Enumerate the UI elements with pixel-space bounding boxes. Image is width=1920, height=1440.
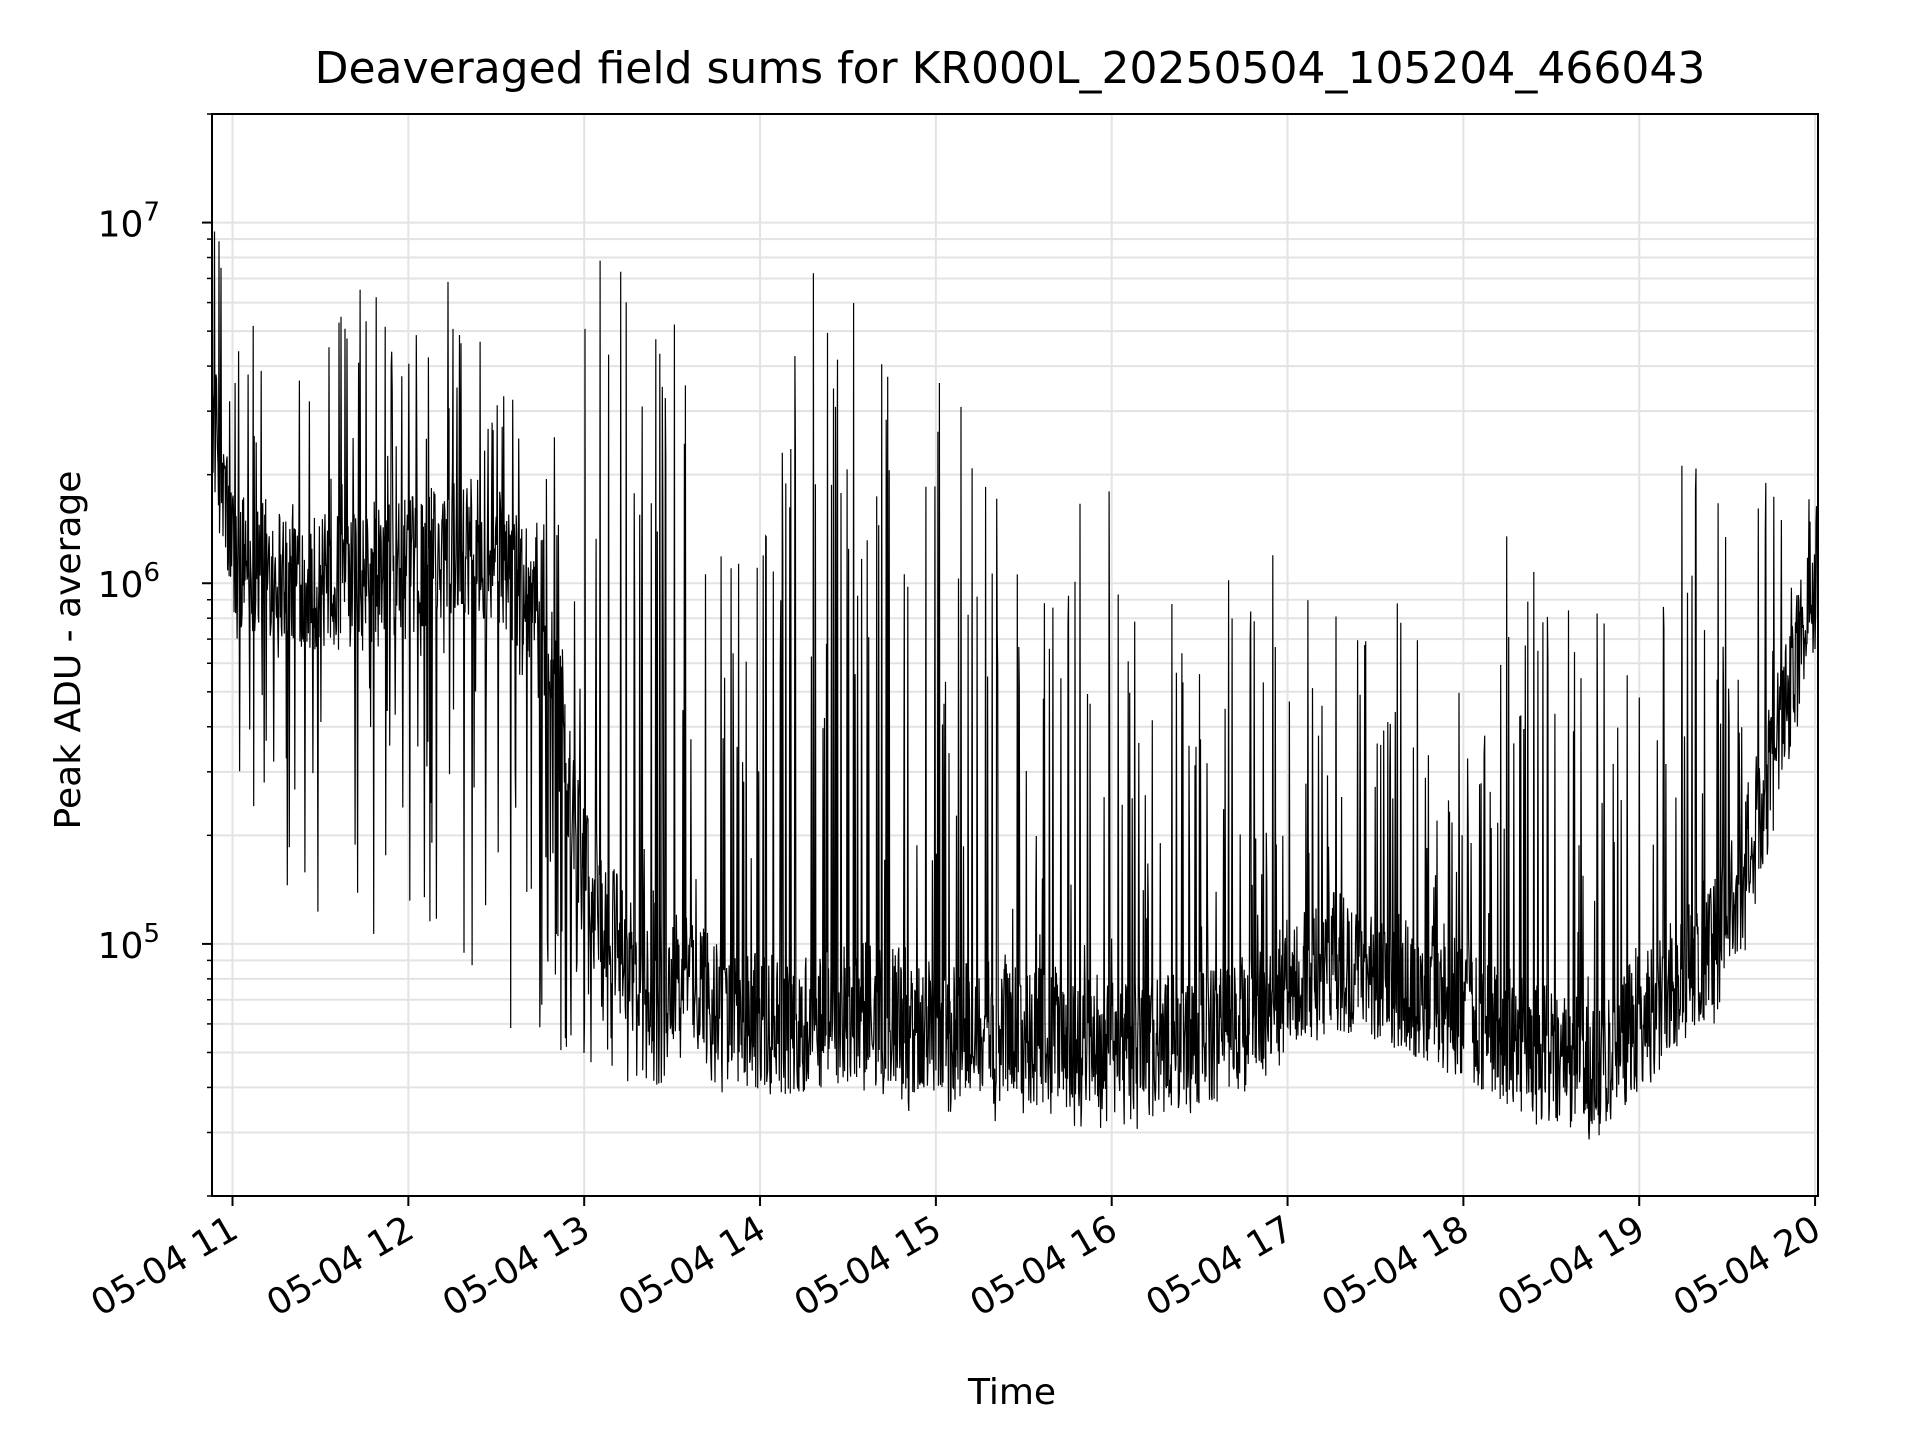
y-tick-label: 106 <box>98 558 160 606</box>
x-axis-label: Time <box>967 1372 1056 1413</box>
plot-frame <box>211 113 1819 1197</box>
chart-title: Deaveraged field sums for KR000L_2025050… <box>315 43 1706 94</box>
series-group <box>211 231 1819 1140</box>
y-axis-label: Peak ADU - average <box>48 471 89 830</box>
series-line <box>211 231 1819 1140</box>
y-axis: 105 106 107 <box>98 113 212 1197</box>
y-tick-label: 105 <box>98 919 160 967</box>
y-tick-label: 107 <box>98 198 160 246</box>
